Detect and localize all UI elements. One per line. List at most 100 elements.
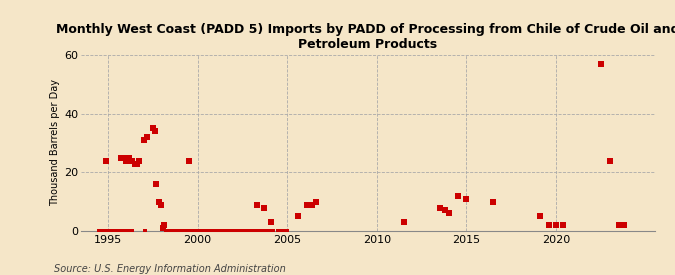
Point <box>614 223 624 227</box>
Point <box>307 202 318 207</box>
Point <box>279 229 290 233</box>
Point <box>113 229 124 233</box>
Point <box>461 197 472 201</box>
Point <box>215 229 225 233</box>
Point <box>257 229 268 233</box>
Point <box>179 229 190 233</box>
Point <box>226 229 237 233</box>
Point <box>154 199 165 204</box>
Point <box>250 229 261 233</box>
Point <box>165 229 176 233</box>
Point <box>256 229 267 233</box>
Point <box>223 229 234 233</box>
Point <box>192 229 202 233</box>
Point <box>155 202 166 207</box>
Point <box>205 229 216 233</box>
Point <box>434 205 445 210</box>
Point <box>246 229 256 233</box>
Point <box>244 229 255 233</box>
Point <box>543 223 554 227</box>
Point <box>240 229 250 233</box>
Point <box>134 158 144 163</box>
Point <box>138 138 149 142</box>
Point <box>267 229 277 233</box>
Point <box>173 229 184 233</box>
Point <box>235 229 246 233</box>
Point <box>176 229 186 233</box>
Point <box>252 229 263 233</box>
Point <box>259 229 270 233</box>
Title: Monthly West Coast (PADD 5) Imports by PADD of Processing from Chile of Crude Oi: Monthly West Coast (PADD 5) Imports by P… <box>56 23 675 51</box>
Point <box>116 229 127 233</box>
Point <box>127 158 138 163</box>
Point <box>142 135 153 139</box>
Point <box>273 229 284 233</box>
Point <box>182 229 192 233</box>
Point <box>122 155 133 160</box>
Text: Source: U.S. Energy Information Administration: Source: U.S. Energy Information Administ… <box>54 264 286 274</box>
Point <box>159 223 170 227</box>
Point <box>199 229 210 233</box>
Point <box>183 229 194 233</box>
Point <box>168 229 179 233</box>
Point <box>164 229 175 233</box>
Point <box>558 223 569 227</box>
Point <box>277 229 288 233</box>
Point <box>230 229 240 233</box>
Point <box>161 229 171 233</box>
Point <box>114 229 125 233</box>
Point <box>124 229 134 233</box>
Point <box>95 229 106 233</box>
Point <box>110 229 121 233</box>
Point <box>209 229 219 233</box>
Point <box>452 194 463 198</box>
Point <box>276 229 287 233</box>
Point <box>231 229 242 233</box>
Point <box>259 205 269 210</box>
Point <box>443 211 454 216</box>
Point <box>117 229 128 233</box>
Point <box>280 229 291 233</box>
Point <box>251 202 262 207</box>
Point <box>122 229 132 233</box>
Y-axis label: Thousand Barrels per Day: Thousand Barrels per Day <box>50 79 60 207</box>
Point <box>169 229 180 233</box>
Point <box>194 229 205 233</box>
Point <box>247 229 258 233</box>
Point <box>140 229 151 233</box>
Point <box>619 223 630 227</box>
Point <box>268 229 279 233</box>
Point <box>302 202 313 207</box>
Point <box>184 229 195 233</box>
Point <box>234 229 244 233</box>
Point <box>147 126 158 131</box>
Point <box>204 229 215 233</box>
Point <box>253 229 264 233</box>
Point <box>220 229 231 233</box>
Point <box>177 229 188 233</box>
Point <box>132 161 143 166</box>
Point <box>217 229 228 233</box>
Point <box>124 155 135 160</box>
Point <box>216 229 227 233</box>
Point <box>225 229 236 233</box>
Point <box>222 229 233 233</box>
Point <box>94 229 105 233</box>
Point <box>274 229 285 233</box>
Point <box>198 229 209 233</box>
Point <box>149 129 160 133</box>
Point <box>151 182 162 186</box>
Point <box>190 229 201 233</box>
Point <box>266 220 277 224</box>
Point <box>103 229 113 233</box>
Point <box>188 229 198 233</box>
Point <box>126 229 137 233</box>
Point <box>109 229 119 233</box>
Point <box>210 229 221 233</box>
Point <box>120 158 131 163</box>
Point <box>310 199 321 204</box>
Point <box>174 229 185 233</box>
Point <box>99 229 110 233</box>
Point <box>107 229 117 233</box>
Point <box>605 158 616 163</box>
